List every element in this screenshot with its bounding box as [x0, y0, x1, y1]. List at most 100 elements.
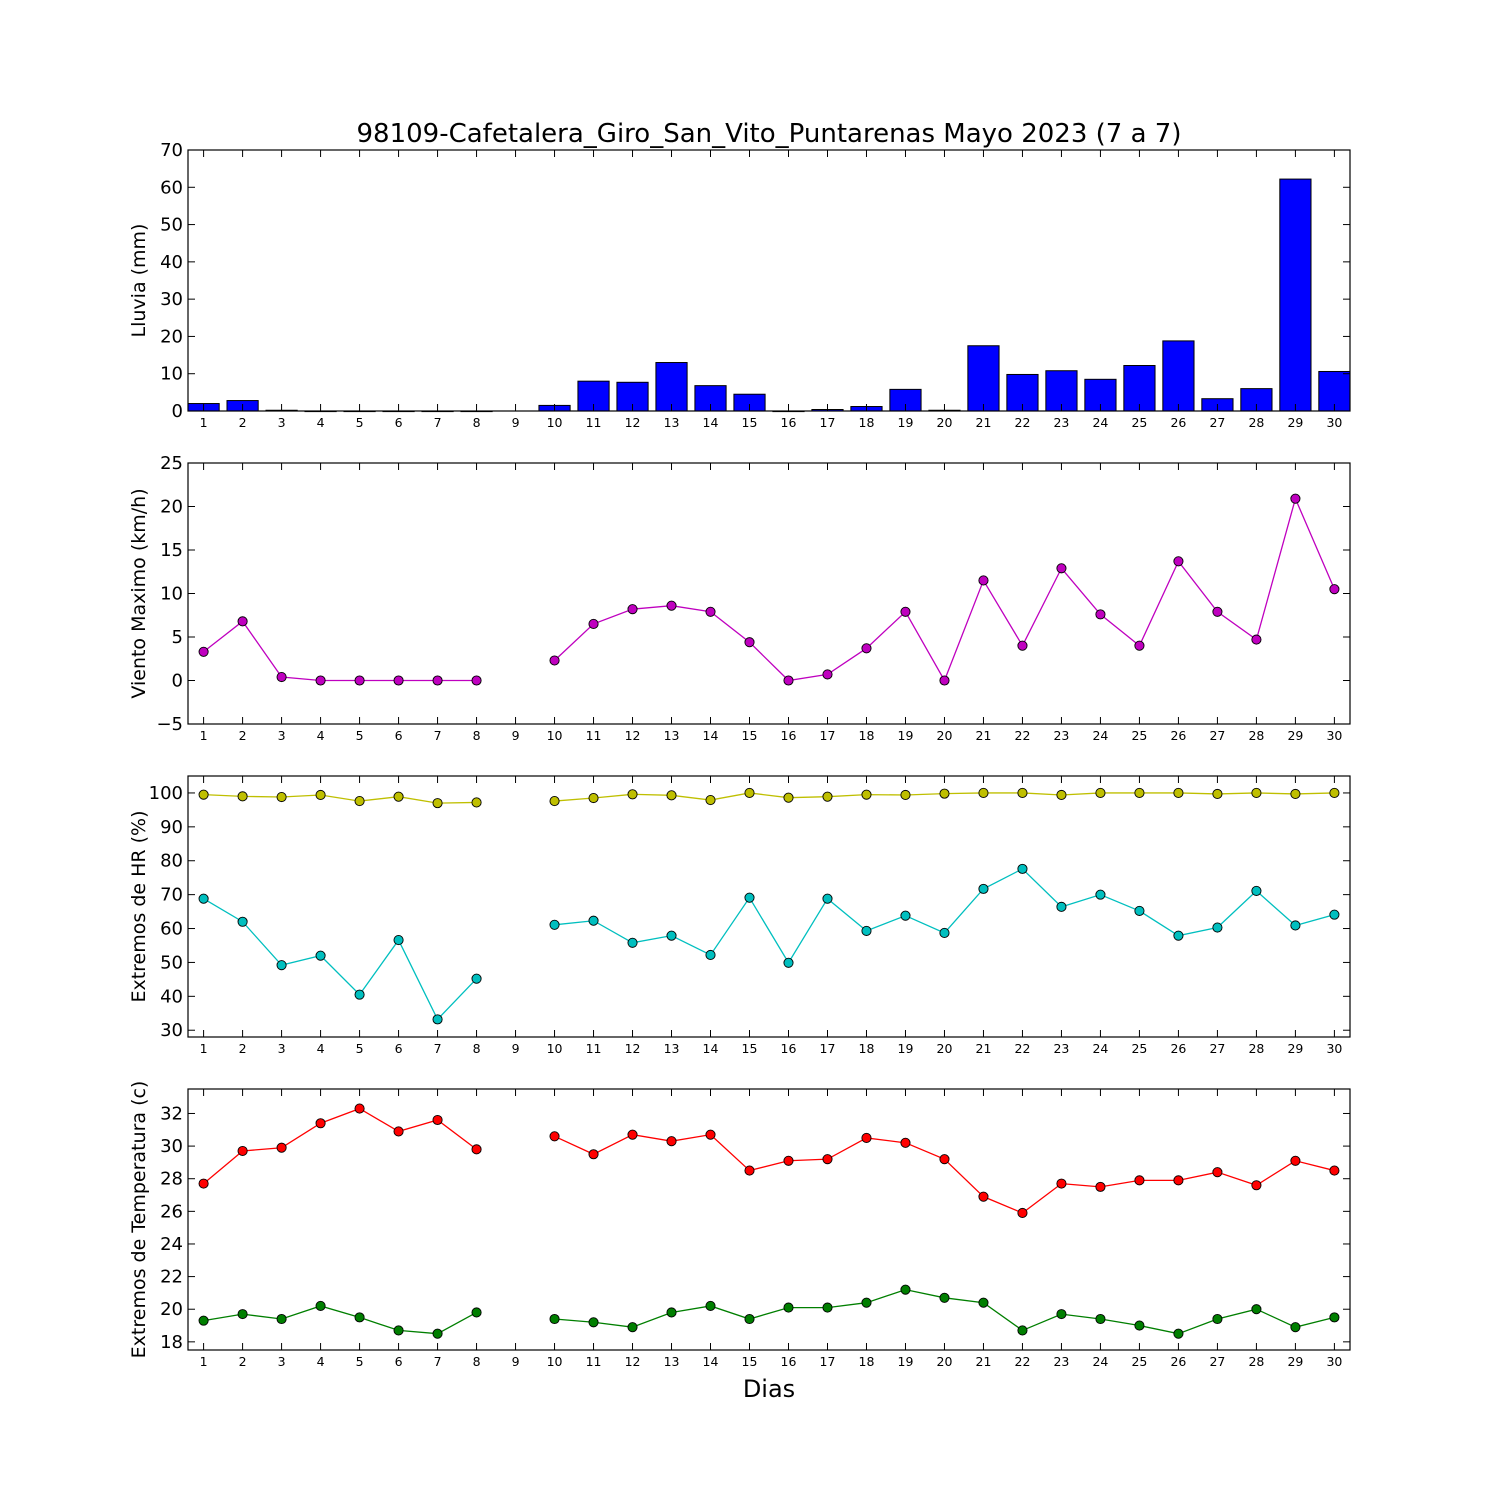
series-2-point-day-28	[1251, 1304, 1262, 1315]
series-2-point-day-11	[588, 915, 599, 926]
y-tick-label: 0	[172, 401, 183, 422]
x-tick-label: 18	[859, 1041, 875, 1056]
x-tick-label: 10	[547, 1354, 563, 1369]
y-tick-label: 32	[160, 1103, 183, 1124]
series-2-point-day-17	[822, 893, 833, 904]
x-tick-label: 16	[781, 415, 797, 430]
series-2-point-day-20	[939, 1292, 950, 1303]
series-1-point-day-16	[783, 675, 794, 686]
x-tick-label: 4	[317, 728, 325, 743]
x-tick-label: 20	[937, 415, 953, 430]
series-1-point-day-24	[1095, 609, 1106, 620]
x-tick-label: 30	[1326, 1041, 1342, 1056]
x-tick-label: 28	[1248, 1354, 1264, 1369]
x-tick-label: 3	[278, 1354, 286, 1369]
series-2-point-day-14	[705, 949, 716, 961]
x-tick-label: 27	[1209, 1041, 1225, 1056]
x-tick-label: 12	[625, 1041, 641, 1056]
series-2-point-day-26	[1173, 1328, 1184, 1339]
series-2-point-day-8	[471, 973, 482, 984]
series-2-point-day-25	[1134, 905, 1145, 916]
x-axis-label: Dias	[743, 1375, 795, 1403]
series-1-point-day-28	[1251, 787, 1262, 798]
series-1-point-day-17	[822, 1154, 833, 1165]
x-tick-label: 7	[434, 728, 442, 743]
series-1-point-day-27	[1212, 1167, 1223, 1178]
series-1-point-day-18	[861, 789, 872, 800]
x-tick-label: 17	[820, 1041, 836, 1056]
x-tick-label: 25	[1131, 1041, 1147, 1056]
x-tick-label: 10	[547, 415, 563, 430]
series-1-point-day-7	[432, 675, 443, 686]
series-1-point-day-17	[822, 669, 833, 680]
x-tick-label: 4	[317, 415, 325, 430]
series-1-point-day-8	[471, 1144, 482, 1155]
series-2-point-day-10	[549, 919, 560, 930]
x-tick-label: 9	[512, 1354, 520, 1369]
x-tick-label: 29	[1287, 728, 1303, 743]
x-tick-label: 9	[512, 415, 520, 430]
series-1-point-day-12	[627, 604, 638, 615]
x-tick-label: 12	[625, 415, 641, 430]
x-tick-label: 3	[278, 415, 286, 430]
bar-day-13	[655, 362, 688, 412]
bar-day-29	[1279, 178, 1312, 412]
y-axis-label: Extremos de Temperatura (c)	[128, 1081, 150, 1359]
series-1-point-day-22	[1017, 1207, 1028, 1219]
series-1-point-day-27	[1212, 788, 1223, 800]
series-1-point-day-19	[900, 606, 911, 617]
series-1-point-day-5	[354, 675, 365, 686]
series-2-point-day-29	[1290, 920, 1301, 931]
series-1-point-day-1	[198, 646, 209, 657]
series-2-point-day-3	[276, 960, 287, 971]
x-tick-label: 4	[317, 1354, 325, 1369]
series-2-point-day-7	[432, 1328, 443, 1339]
x-tick-label: 29	[1287, 1354, 1303, 1369]
series-2-point-day-16	[783, 1302, 794, 1313]
series-2-point-day-12	[627, 937, 638, 948]
x-tick-label: 27	[1209, 1354, 1225, 1369]
series-1-point-day-2	[237, 791, 248, 802]
series-2-point-day-11	[588, 1317, 599, 1328]
x-tick-label: 13	[664, 728, 680, 743]
series-2-point-day-17	[822, 1302, 833, 1313]
x-tick-label: 23	[1053, 1354, 1069, 1369]
x-tick-label: 11	[586, 728, 602, 743]
x-tick-label: 22	[1015, 1354, 1031, 1369]
y-tick-label: 10	[160, 364, 183, 385]
series-1-point-day-10	[549, 1131, 560, 1142]
y-tick-label: 40	[160, 252, 183, 273]
series-1-point-day-15	[744, 1165, 755, 1176]
series-1-point-day-21	[978, 575, 989, 586]
x-tick-label: 17	[820, 728, 836, 743]
y-tick-label: 50	[160, 215, 183, 236]
y-tick-label: 28	[160, 1169, 183, 1190]
x-tick-label: 16	[781, 1354, 797, 1369]
series-2-point-day-7	[432, 1014, 443, 1025]
x-tick-label: 15	[742, 1354, 758, 1369]
series-1-point-day-5	[354, 1103, 365, 1114]
x-tick-label: 26	[1170, 1041, 1186, 1056]
y-tick-label: 50	[160, 952, 183, 973]
series-1-point-day-30	[1329, 584, 1340, 595]
series-2-point-day-4	[315, 1300, 326, 1312]
series-1-point-day-4	[315, 1118, 326, 1129]
series-1-point-day-20	[939, 1154, 950, 1165]
x-tick-label: 7	[434, 415, 442, 430]
x-tick-label: 14	[703, 1041, 719, 1056]
x-tick-label: 24	[1092, 728, 1108, 743]
series-2-point-day-20	[939, 927, 950, 938]
x-tick-label: 5	[356, 1354, 364, 1369]
series-1-point-day-19	[900, 1137, 911, 1148]
series-1-point-day-4	[315, 675, 326, 686]
x-tick-label: 29	[1287, 415, 1303, 430]
y-tick-label: 0	[172, 671, 183, 692]
y-tick-label: 18	[160, 1332, 183, 1353]
series-2-point-day-16	[783, 957, 794, 968]
series-2-point-day-1	[198, 1315, 209, 1326]
x-tick-label: 12	[625, 1354, 641, 1369]
x-tick-label: 22	[1015, 728, 1031, 743]
series-1-point-day-29	[1290, 1155, 1301, 1166]
